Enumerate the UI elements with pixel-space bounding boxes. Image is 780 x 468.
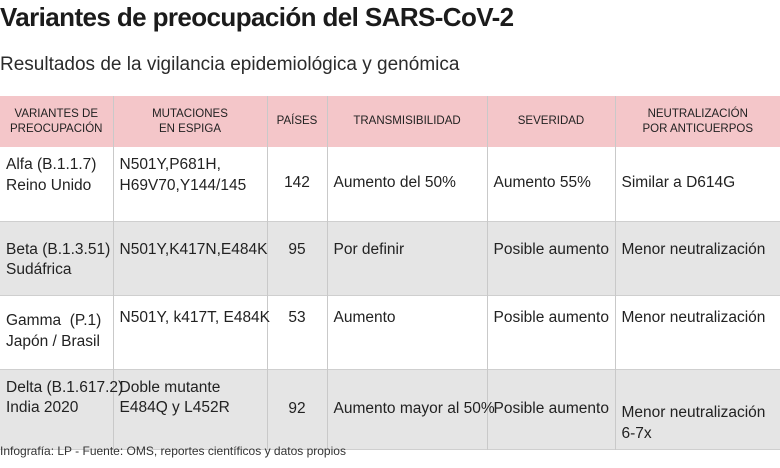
- cell-countries: 53: [266, 295, 327, 369]
- page-subtitle: Resultados de la vigilancia epidemiológi…: [0, 54, 460, 75]
- cell-countries: 95: [266, 221, 327, 295]
- cell-transmissibility: Aumento mayor al 50%: [326, 369, 495, 449]
- variants-table: VARIANTES DE PREOCUPACIÓN MUTACIONES EN …: [0, 96, 780, 450]
- header-neutralization: NEUTRALIZACIÓN POR ANTICUERPOS: [614, 96, 780, 147]
- cell-variant: Gamma (P.1) Japón / Brasil: [6, 312, 102, 350]
- cell-severity: Posible aumento: [486, 369, 615, 449]
- cell-variant: Delta (B.1.617.2) India 2020: [6, 378, 124, 417]
- cell-transmissibility: Por definir: [326, 221, 487, 295]
- table-row: Alfa (B.1.1.7) Reino Unido N501Y,P681H, …: [0, 147, 780, 221]
- cell-transmissibility: Aumento del 50%: [326, 147, 487, 221]
- cell-variant: Beta (B.1.3.51) Sudáfrica: [6, 240, 111, 279]
- header-transmissibility: TRANSMISIBILIDAD: [326, 96, 487, 147]
- cell-transmissibility: Aumento: [326, 295, 487, 369]
- cell-severity: Posible aumento: [486, 295, 615, 369]
- cell-variant: Alfa (B.1.1.7) Reino Unido: [6, 156, 97, 194]
- source-credit: Infografía: LP - Fuente: OMS, reportes c…: [0, 444, 346, 458]
- table-row: Gamma (P.1) Japón / Brasil N501Y, k417T,…: [0, 295, 780, 369]
- header-severity: SEVERIDAD: [486, 96, 615, 147]
- cell-countries: 142: [266, 147, 327, 221]
- cell-severity: Aumento 55%: [486, 147, 615, 221]
- cell-mutations: N501Y,K417N,E484K: [112, 221, 267, 295]
- cell-neutralization: Menor neutralización 6-7x: [614, 369, 780, 449]
- cell-countries: 92: [266, 369, 327, 449]
- table-header-row: VARIANTES DE PREOCUPACIÓN MUTACIONES EN …: [0, 96, 780, 147]
- cell-neutralization: Menor neutralización: [614, 221, 780, 295]
- cell-mutations: Doble mutante E484Q y L452R: [112, 369, 267, 449]
- table-row: Beta (B.1.3.51) Sudáfrica N501Y,K417N,E4…: [0, 221, 780, 295]
- page-title: Variantes de preocupación del SARS-CoV-2: [0, 2, 514, 32]
- cell-severity: Posible aumento: [486, 221, 615, 295]
- cell-neutralization: Similar a D614G: [614, 147, 780, 221]
- header-countries: PAÍSES: [266, 96, 327, 147]
- table-row: Delta (B.1.617.2) India 2020 Doble mutan…: [0, 369, 780, 449]
- cell-mutations: N501Y,P681H, H69V70,Y144/145: [112, 147, 267, 221]
- header-variants: VARIANTES DE PREOCUPACIÓN: [10, 107, 103, 135]
- header-mutations: MUTACIONES EN ESPIGA: [112, 96, 267, 147]
- cell-mutations: N501Y, k417T, E484K: [112, 295, 270, 369]
- cell-neutralization: Menor neutralización: [614, 295, 780, 369]
